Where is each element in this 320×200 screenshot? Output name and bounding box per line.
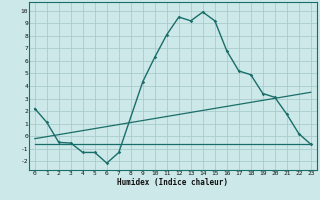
X-axis label: Humidex (Indice chaleur): Humidex (Indice chaleur) <box>117 178 228 187</box>
